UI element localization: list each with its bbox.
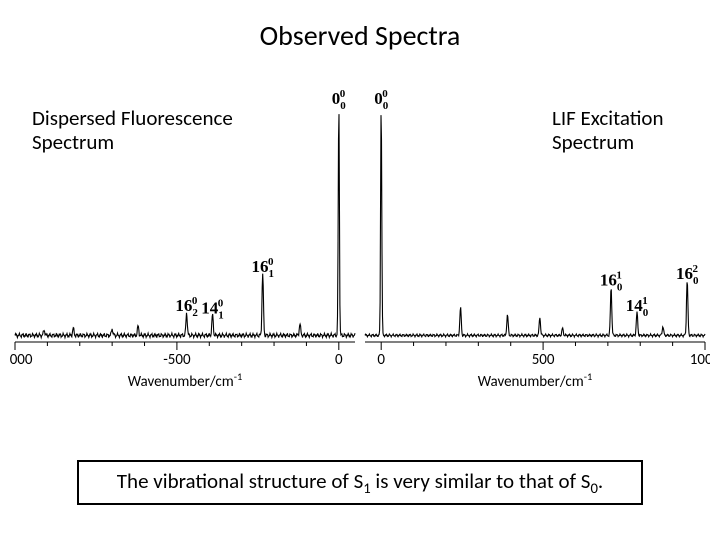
- lif-excitation-chart: 05001000Wavenumber/cm-1000160114011602: [365, 90, 710, 391]
- svg-text:-1000: -1000: [10, 351, 33, 369]
- dispersed-fluorescence-chart: -1000-5000Wavenumber/cm-1000161016201410: [10, 90, 355, 391]
- spectra-charts: -1000-5000Wavenumber/cm-1000161016201410…: [10, 90, 710, 420]
- svg-text:500: 500: [532, 351, 555, 369]
- svg-text:000: 000: [332, 90, 347, 112]
- svg-text:000: 000: [374, 90, 389, 112]
- page-title: Observed Spectra: [0, 18, 720, 53]
- svg-text:Wavenumber/cm-1: Wavenumber/cm-1: [478, 370, 593, 392]
- svg-text:0: 0: [377, 351, 385, 369]
- conclusion-text: The vibrational structure of S1 is very …: [117, 468, 603, 494]
- conclusion-box: The vibrational structure of S1 is very …: [77, 460, 643, 505]
- svg-text:1000: 1000: [690, 351, 710, 369]
- svg-text:-500: -500: [163, 351, 191, 369]
- svg-text:0: 0: [335, 351, 343, 369]
- svg-text:Wavenumber/cm-1: Wavenumber/cm-1: [128, 370, 243, 392]
